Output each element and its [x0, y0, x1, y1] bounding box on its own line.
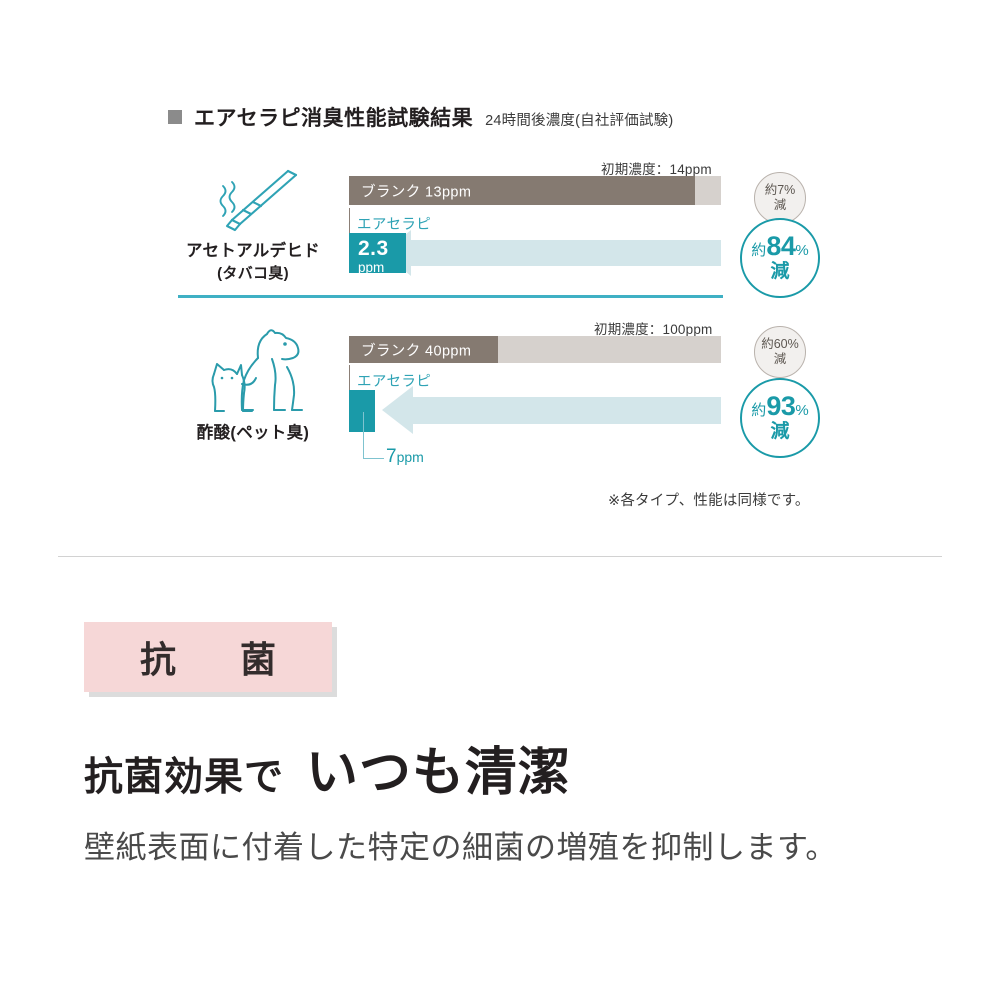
- bar-track-blank-acetaldehyde: ブランク 13ppm: [349, 176, 721, 205]
- headline-prefix: 抗菌効果で: [84, 756, 285, 799]
- initial-concentration-acetic-acid: 初期濃度：100ppm: [594, 322, 713, 337]
- row-sublabel-text: (タバコ臭): [217, 265, 289, 283]
- section-divider: [58, 556, 942, 557]
- chart-row-acetic-acid: 酢酸(ペット臭) 初期濃度：100ppm ブランク 40ppm エアセラピ 7p…: [0, 308, 1000, 483]
- row-label-text: 酢酸(ペット臭): [196, 424, 310, 442]
- row-label-acetaldehyde: アセトアルデヒド (タバコ臭): [163, 168, 343, 283]
- bar-product-value-acetic-acid: 7ppm: [386, 446, 424, 467]
- bar-product-value-acetaldehyde: 2.3 ppm: [358, 237, 389, 275]
- cat-dog-icon: [163, 322, 343, 422]
- row-label-acetic-acid: 酢酸(ペット臭): [163, 322, 343, 444]
- bar-product-acetaldehyde: 2.3 ppm: [349, 233, 406, 275]
- antibacterial-banner-label: 抗 菌: [139, 639, 290, 680]
- antibacterial-headline: 抗菌効果で いつも清潔: [84, 730, 571, 805]
- bar-blank-label: ブランク 40ppm: [361, 343, 472, 359]
- chart-title: エアセラピ消臭性能試験結果: [194, 107, 474, 130]
- bar-track-blank-acetic-acid: ブランク 40ppm: [349, 336, 721, 363]
- badge-reduction-product-acetic-acid: 約93% 減: [740, 378, 820, 458]
- badge-reduction-blank-acetic-acid: 約60% 減: [754, 326, 806, 378]
- row-divider: [178, 295, 723, 298]
- bar-blank-label: ブランク 13ppm: [361, 184, 472, 200]
- deodorizing-test-section: エアセラピ消臭性能試験結果 24時間後濃度(自社評価試験): [0, 102, 1000, 557]
- chart-footnote: ※各タイプ、性能は同様です。: [608, 493, 810, 509]
- bullet-square-icon: [168, 110, 182, 124]
- chart-subtitle: 24時間後濃度(自社評価試験): [485, 113, 674, 129]
- initial-concentration-acetaldehyde: 初期濃度：14ppm: [601, 162, 712, 177]
- antibacterial-banner: 抗 菌: [84, 622, 337, 697]
- bar-blank-acetaldehyde: ブランク 13ppm: [349, 176, 695, 205]
- leader-line-acetic-acid: [363, 412, 384, 459]
- bar-product-acetic-acid: [349, 390, 375, 432]
- chart-header: エアセラピ消臭性能試験結果 24時間後濃度(自社評価試験): [168, 102, 673, 132]
- cigarette-icon: [163, 168, 343, 240]
- product-label-acetaldehyde: エアセラピ: [357, 217, 432, 233]
- headline-main: いつも清潔: [306, 744, 572, 802]
- bar-blank-acetic-acid: ブランク 40ppm: [349, 336, 498, 363]
- chart-row-acetaldehyde: アセトアルデヒド (タバコ臭) 初期濃度：14ppm ブランク 13ppm エア…: [0, 150, 1000, 298]
- antibacterial-section: 抗 菌 抗菌効果で いつも清潔 壁紙表面に付着した特定の細菌の増殖を抑制します。: [0, 560, 1000, 1000]
- badge-reduction-blank-acetaldehyde: 約7% 減: [754, 172, 806, 224]
- axis-tick-acetaldehyde: [349, 208, 350, 234]
- row-label-text: アセトアルデヒド: [186, 242, 320, 260]
- antibacterial-body-text: 壁紙表面に付着した特定の細菌の増殖を抑制します。: [84, 830, 837, 865]
- badge-reduction-product-acetaldehyde: 約84% 減: [740, 218, 820, 298]
- axis-tick-acetic-acid: [349, 365, 350, 391]
